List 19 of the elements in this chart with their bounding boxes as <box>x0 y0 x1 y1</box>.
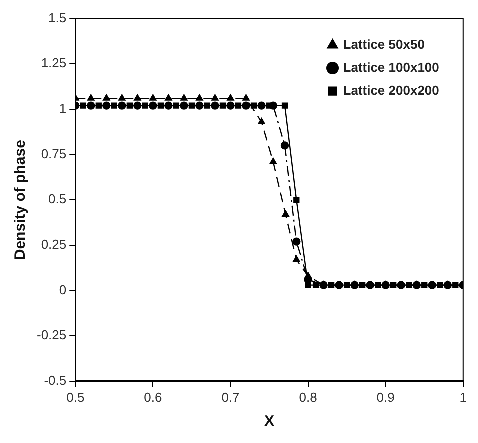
legend-label: Lattice 50x50 <box>343 36 425 52</box>
x-tick-label: 0.6 <box>144 390 162 405</box>
y-tick-label: 0.75 <box>41 146 67 162</box>
y-tick-label: 0.25 <box>41 237 67 252</box>
x-tick-label: 1 <box>460 390 467 405</box>
x-tick-label: 0.8 <box>299 390 318 405</box>
y-axis-title: Density of phase <box>12 140 30 260</box>
y-tick-label: -0.5 <box>44 372 67 388</box>
legend-label: Lattice 100x100 <box>343 60 440 75</box>
y-tick-label: 1 <box>59 101 67 116</box>
y-tick-label: 1.5 <box>48 10 67 26</box>
legend-label: Lattice 200x200 <box>343 82 440 98</box>
x-tick-label: 0.7 <box>222 390 240 405</box>
x-tick-label: 0.9 <box>376 390 395 405</box>
y-tick-label: 0 <box>59 282 67 298</box>
y-tick-label: -0.25 <box>36 328 67 343</box>
y-tick-label: 1.25 <box>41 56 67 71</box>
x-axis-title: X <box>264 413 275 430</box>
y-tick-label: 0.5 <box>48 192 67 207</box>
